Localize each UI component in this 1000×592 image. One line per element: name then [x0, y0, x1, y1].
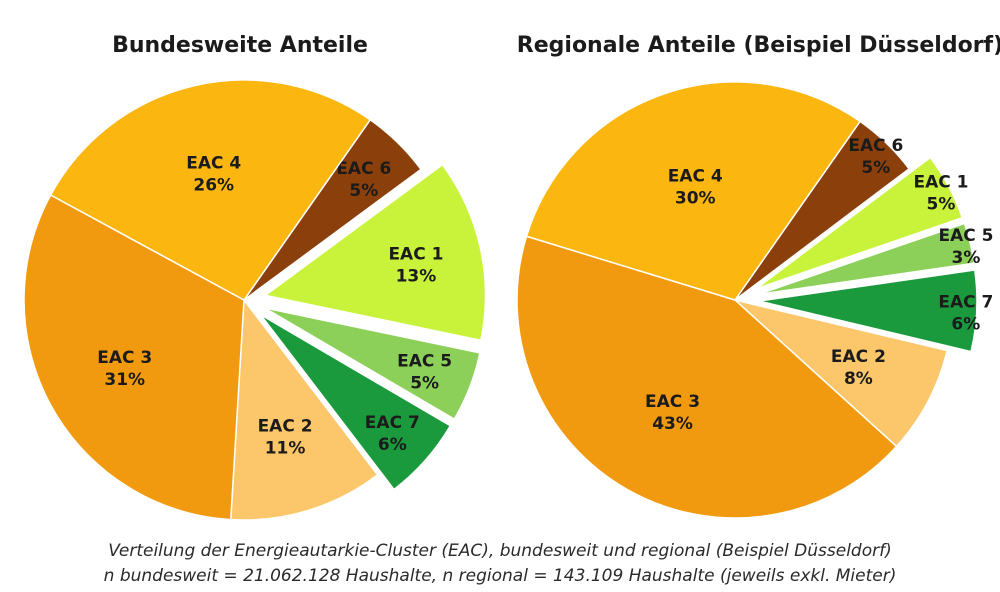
slice-label: EAC 2: [258, 417, 313, 437]
chart-title: Regionale Anteile (Beispiel Düsseldorf): [517, 33, 1000, 58]
slice-label: EAC 3: [97, 348, 152, 368]
caption-line-1: Verteilung der Energieautarkie-Cluster (…: [108, 541, 892, 561]
slice-percent-label: 31%: [104, 370, 145, 390]
slice-percent-label: 30%: [675, 189, 716, 209]
chart-title: Bundesweite Anteile: [112, 33, 368, 58]
slice-label: EAC 1: [388, 244, 443, 264]
slice-percent-label: 26%: [193, 176, 234, 196]
slice-percent-label: 3%: [952, 248, 981, 268]
slice-percent-label: 8%: [844, 369, 873, 389]
slice-percent-label: 5%: [861, 158, 890, 178]
pie-slice-eac-3: [516, 235, 898, 519]
slice-percent-label: 5%: [410, 374, 439, 394]
slice-label: EAC 1: [913, 172, 968, 192]
slice-percent-label: 11%: [265, 439, 306, 459]
pie-slice-eac-5: [264, 307, 481, 421]
slice-percent-label: 5%: [349, 181, 378, 201]
pie-slice-eac-4: [525, 81, 862, 301]
slice-label: EAC 2: [831, 347, 886, 367]
slice-percent-label: 5%: [927, 194, 956, 214]
slice-percent-label: 6%: [951, 314, 980, 334]
slice-label: EAC 6: [848, 136, 903, 156]
pie-slice-eac-3: [23, 193, 245, 521]
pie-slice-eac-7: [259, 313, 452, 491]
slice-label: EAC 5: [397, 352, 452, 372]
pie-slice-eac-1: [755, 156, 964, 290]
slice-label: EAC 7: [938, 292, 993, 312]
slice-percent-label: 13%: [396, 266, 437, 286]
slice-label: EAC 7: [365, 413, 420, 433]
slice-label: EAC 5: [938, 226, 993, 246]
pie-slice-eac-1: [263, 163, 487, 342]
pie-slice-eac-7: [758, 269, 978, 353]
pie-slice-eac-2: [229, 297, 379, 521]
pie-slice-eac-4: [49, 79, 372, 301]
slice-percent-label: 6%: [378, 435, 407, 455]
slice-label: EAC 4: [668, 167, 723, 187]
slice-label: EAC 3: [645, 392, 700, 412]
pie-slice-eac-5: [758, 222, 975, 296]
slice-percent-label: 43%: [652, 414, 693, 434]
slice-label: EAC 4: [186, 154, 241, 174]
pie-slice-eac-2: [734, 299, 948, 448]
pie-chart-2: Regionale Anteile (Beispiel Düsseldorf) E…: [516, 33, 1000, 519]
caption-line-2: n bundesweit = 21.062.128 Haushalte, n r…: [103, 566, 897, 586]
slice-label: EAC 6: [336, 159, 391, 179]
